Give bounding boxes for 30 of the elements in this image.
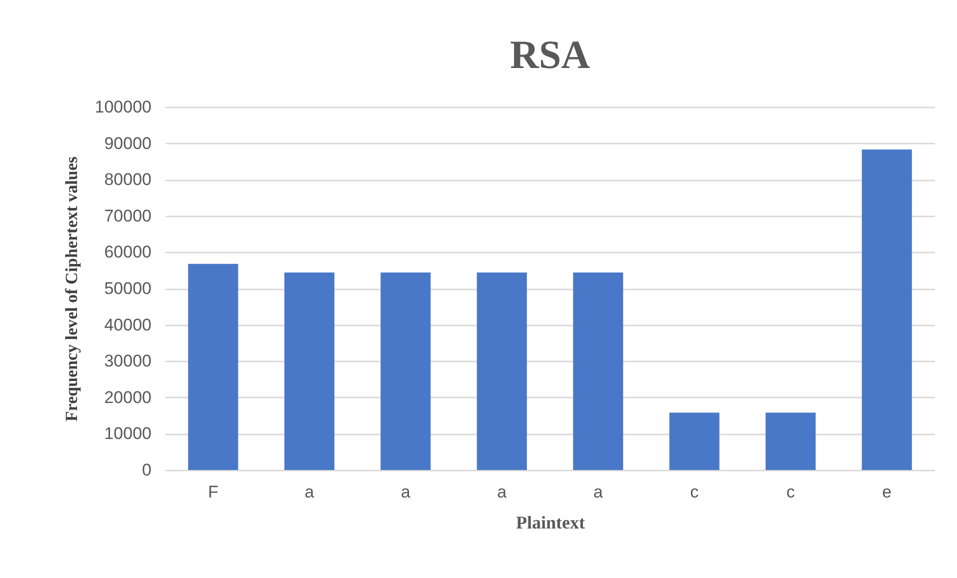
bar (380, 272, 431, 470)
x-tick-label: F (208, 482, 218, 502)
y-axis-title: Frequency level of Ciphertext values (62, 156, 81, 422)
x-tick-label: a (400, 482, 411, 502)
y-tick-label: 100000 (94, 98, 152, 116)
x-tick-label: a (497, 482, 508, 502)
y-tick-label: 30000 (104, 352, 152, 371)
bar (669, 412, 720, 470)
y-tick-label: 70000 (104, 206, 152, 226)
bar (766, 412, 816, 470)
y-tick-label: 50000 (104, 279, 152, 298)
x-tick-label: a (593, 482, 604, 502)
bar (476, 272, 527, 470)
x-axis-title: Plaintext (516, 512, 585, 532)
y-tick-label: 60000 (104, 242, 152, 262)
x-tick-label: c (786, 482, 796, 502)
bar (573, 272, 624, 470)
bar (862, 149, 912, 470)
y-tick-label: 90000 (104, 134, 152, 153)
x-tick-label: c (690, 482, 700, 502)
chart-title: RSA (510, 32, 590, 77)
bar (284, 272, 334, 470)
x-tick-label: e (882, 482, 892, 502)
x-tick-label: a (304, 482, 315, 502)
y-tick-label: 20000 (104, 388, 152, 407)
y-tick-label: 0 (142, 460, 152, 480)
y-tick-label: 40000 (104, 315, 152, 334)
y-tick-label: 80000 (104, 170, 152, 190)
bar (188, 264, 238, 470)
y-tick-label: 10000 (104, 424, 152, 444)
